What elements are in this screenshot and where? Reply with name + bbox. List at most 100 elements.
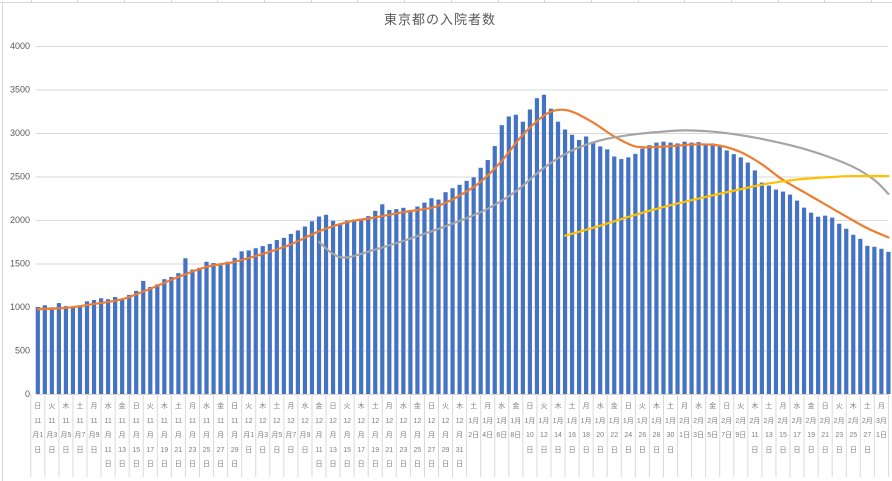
bar (548, 108, 554, 394)
bar (605, 149, 610, 394)
x-axis-label: 日 11 月 15 日 (132, 403, 141, 468)
bar (640, 148, 645, 394)
bar (619, 159, 624, 394)
bar (225, 261, 230, 394)
sheet-column-tick (497, 0, 499, 3)
bar (851, 234, 856, 394)
x-axis-label: 月 11 月 23 日 (188, 403, 197, 468)
bar (809, 212, 814, 394)
bar (345, 220, 350, 394)
orange-line (36, 108, 890, 311)
bar (562, 129, 568, 394)
bar (668, 142, 673, 394)
y-axis-tick-labels: 0 500 1000 1500 2000 2500 3000 3500 4000 (10, 41, 30, 399)
bar (478, 167, 483, 394)
bar (98, 298, 104, 394)
y-axis-label: 1500 (10, 259, 30, 269)
bar (211, 263, 216, 394)
sheet-column-tick (404, 0, 406, 3)
x-axis-label: 火 12 月 29 日 (441, 403, 450, 468)
y-axis-label: 0 (25, 389, 30, 399)
bar (731, 154, 736, 394)
x-axis-label: 月 12 月7 日 (285, 403, 297, 454)
x-axis-label: 木 12 月3 日 (257, 403, 269, 454)
bar (204, 261, 209, 394)
bar (260, 246, 265, 394)
bar (302, 226, 308, 394)
bar (253, 248, 258, 394)
x-axis-label: 土 2月 27 日 (861, 403, 873, 454)
sheet-column-tick (170, 0, 172, 3)
y-axis-label: 2500 (10, 172, 30, 182)
bar (865, 245, 870, 394)
gray-line (317, 129, 890, 259)
bar (541, 94, 547, 394)
x-axis-label: 木 12 月 17 日 (357, 403, 366, 468)
bar (141, 280, 146, 394)
x-axis-label: 火 11 月 17 日 (146, 403, 155, 468)
bar (682, 141, 687, 394)
bar (527, 109, 532, 394)
bar (42, 305, 47, 394)
sheet-column-tick (544, 0, 546, 3)
x-axis-label: 月 11 月9 日 (88, 403, 100, 454)
bar (401, 207, 406, 394)
bar (464, 180, 469, 394)
x-axis-label: 月 1月 4日 (482, 403, 494, 439)
y-axis-label: 500 (15, 346, 30, 356)
bar (443, 192, 448, 394)
bar (436, 199, 441, 394)
bar (584, 136, 589, 395)
sheet-column-tick (264, 0, 265, 3)
x-axis-label: 水 2月 17 日 (791, 403, 803, 454)
bar (703, 144, 708, 394)
bar (766, 185, 772, 394)
bar (598, 146, 603, 394)
bar (373, 210, 378, 394)
bar (218, 265, 223, 394)
bar (457, 184, 462, 394)
bar (499, 125, 504, 395)
x-axis-label: 水 12 月9 日 (299, 403, 311, 454)
x-axis-label: 月 2月 1日 (679, 403, 690, 439)
x-axis-label: 火 2月 23 日 (833, 403, 845, 454)
x-axis-label: 土 2月 13 日 (763, 403, 775, 454)
x-axis-label: 金 2月 19 日 (805, 403, 817, 454)
bar (127, 294, 132, 394)
x-axis-label: 日 2月 21 日 (819, 403, 831, 454)
bar (415, 206, 420, 394)
bar (35, 307, 40, 394)
bar (787, 194, 793, 394)
bar (752, 170, 757, 394)
x-axis-label: 日 1月 24 日 (622, 403, 634, 454)
bar (49, 307, 54, 394)
bar (816, 216, 821, 394)
y-axis-label: 4000 (10, 41, 30, 51)
bar (422, 202, 427, 394)
bar (577, 139, 582, 394)
bar (330, 220, 336, 394)
bar (183, 258, 188, 394)
bar (70, 307, 76, 394)
x-axis-tick-separators (30, 394, 889, 477)
x-axis-label: 金 1月 22 日 (608, 403, 620, 454)
bar (513, 114, 518, 394)
bar (239, 251, 244, 394)
bar (591, 141, 596, 394)
x-axis-label: 木 11 月 19 日 (160, 403, 169, 468)
bar (394, 209, 399, 394)
bar (696, 142, 701, 394)
bar (823, 215, 828, 394)
bar (520, 121, 525, 394)
bar (274, 240, 279, 394)
bar (267, 243, 272, 394)
x-axis-label: 日 12 月 13 日 (329, 403, 337, 468)
y-axis-label: 3500 (10, 85, 30, 95)
bar (773, 189, 779, 394)
bar (534, 98, 540, 394)
x-axis-label: 水 2月 3日 (693, 403, 705, 439)
bar (155, 284, 160, 394)
bar (794, 200, 800, 394)
bar (232, 257, 237, 394)
bar (295, 230, 301, 394)
